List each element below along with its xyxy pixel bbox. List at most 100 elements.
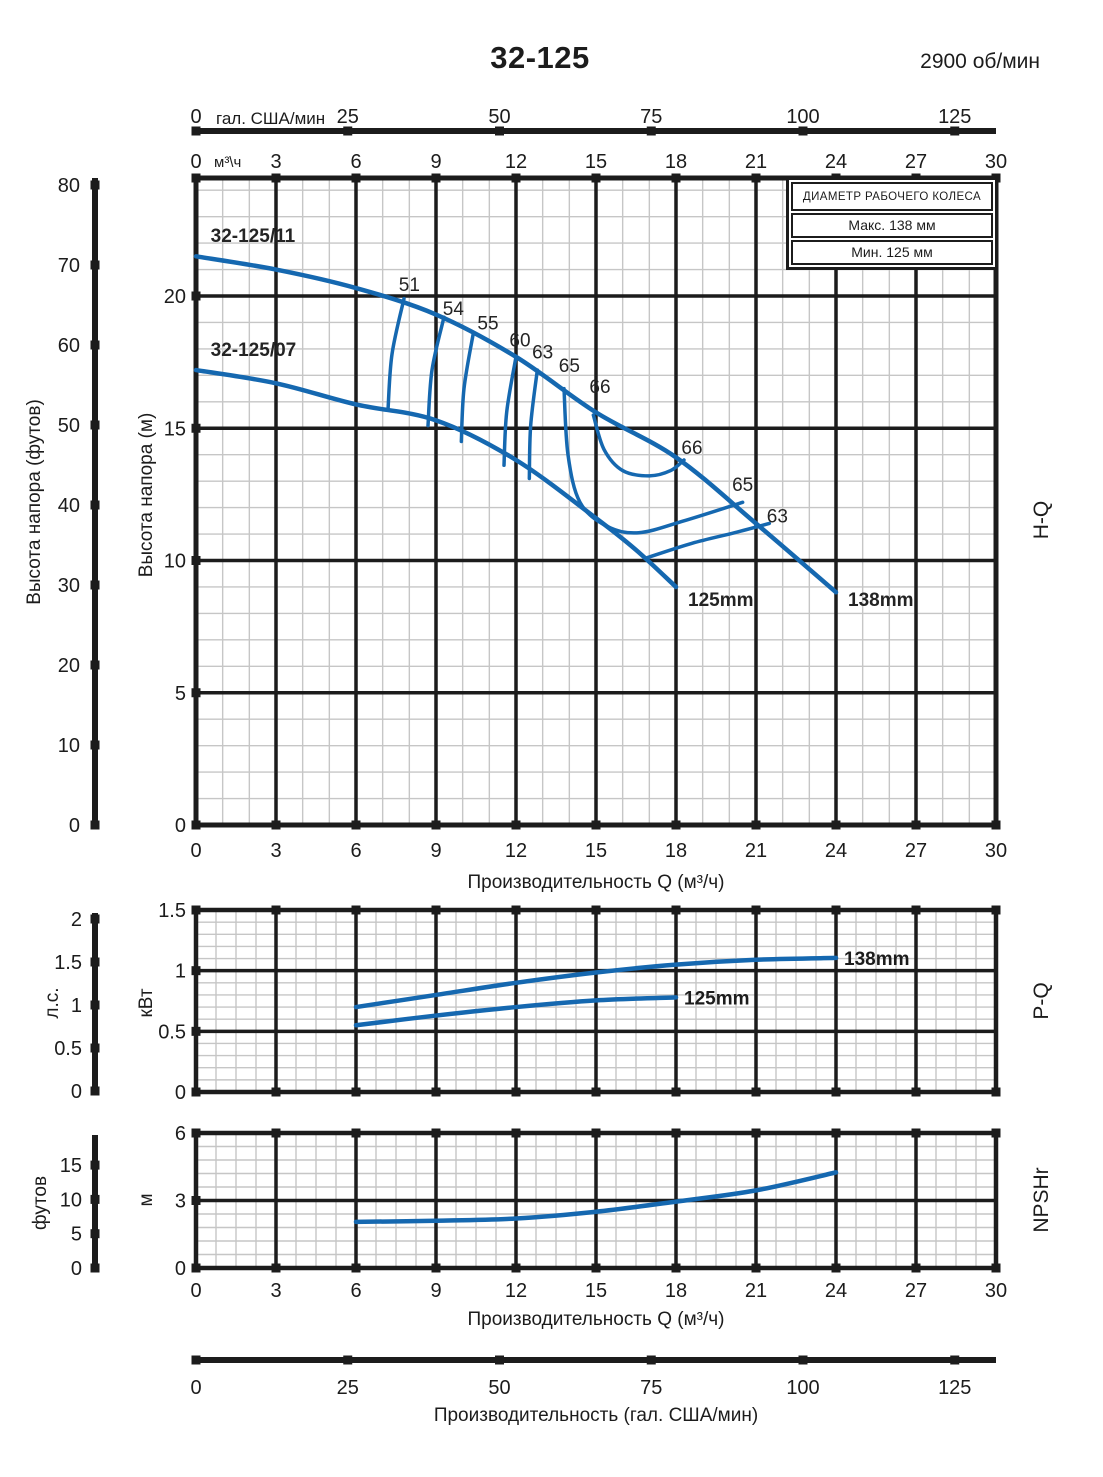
svg-text:100: 100 [786, 106, 819, 128]
gal-axis-bottom: 0 25 50 75 100 125 Производительность (гал. СШ… [190, 1355, 996, 1426]
svg-text:6: 6 [175, 1123, 186, 1145]
svg-text:0: 0 [175, 1258, 186, 1280]
gal-axis-top: 0 25 50 75 100 125 гал. США/мин [190, 106, 996, 136]
svg-text:3: 3 [270, 1280, 281, 1302]
page-title: 32-125 [490, 40, 590, 75]
svg-text:30: 30 [985, 151, 1007, 173]
svg-text:15: 15 [585, 151, 607, 173]
svg-text:Производительность Q (м³/ч): Производительность Q (м³/ч) [468, 872, 725, 893]
svg-text:0: 0 [190, 151, 201, 173]
svg-text:1: 1 [175, 961, 186, 983]
svg-text:25: 25 [337, 106, 359, 128]
svg-text:м: м [136, 1193, 157, 1206]
svg-text:63: 63 [767, 507, 788, 528]
svg-text:21: 21 [745, 1280, 767, 1302]
npshr-grid [191, 1128, 1001, 1273]
svg-text:50: 50 [58, 415, 80, 437]
svg-text:5: 5 [175, 683, 186, 705]
svg-text:125: 125 [938, 1377, 971, 1399]
svg-text:12: 12 [505, 151, 527, 173]
svg-text:25: 25 [337, 1377, 359, 1399]
svg-text:2: 2 [71, 909, 82, 931]
svg-text:3: 3 [270, 840, 281, 862]
legend-max-diameter: Макс. 138 мм [791, 213, 993, 238]
svg-text:Высота напора (футов): Высота напора (футов) [24, 399, 45, 605]
svg-text:9: 9 [430, 1280, 441, 1302]
svg-text:60: 60 [58, 335, 80, 357]
svg-text:70: 70 [58, 255, 80, 277]
svg-text:55: 55 [477, 313, 498, 334]
svg-text:6: 6 [350, 1280, 361, 1302]
svg-text:24: 24 [825, 840, 847, 862]
svg-text:9: 9 [430, 151, 441, 173]
svg-text:3: 3 [175, 1191, 186, 1213]
svg-text:65: 65 [732, 475, 753, 496]
svg-text:27: 27 [905, 840, 927, 862]
svg-text:0: 0 [71, 1081, 82, 1103]
svg-text:18: 18 [665, 151, 687, 173]
hp-axis-pq: 0 0.5 1 1.5 2 л.с. кВт 0 0.5 1 1.5 [42, 900, 186, 1104]
svg-text:30: 30 [985, 1280, 1007, 1302]
npshr-curve [353, 1170, 839, 1225]
svg-text:80: 80 [58, 175, 80, 197]
svg-text:0: 0 [190, 1280, 201, 1302]
svg-text:32-125/11: 32-125/11 [211, 226, 296, 247]
svg-text:6: 6 [350, 151, 361, 173]
svg-text:NPSHr: NPSHr [1030, 1167, 1053, 1232]
svg-text:5: 5 [71, 1224, 82, 1246]
svg-text:21: 21 [745, 151, 767, 173]
svg-text:15: 15 [585, 840, 607, 862]
svg-text:50: 50 [488, 106, 510, 128]
svg-text:1.5: 1.5 [158, 900, 186, 922]
svg-text:30: 30 [985, 840, 1007, 862]
svg-text:0: 0 [190, 840, 201, 862]
svg-text:H-Q: H-Q [1030, 501, 1053, 540]
svg-text:54: 54 [443, 299, 465, 320]
m3h-axis-top: 0 3 6 9 12 15 18 21 24 27 30 м³\ч [190, 151, 1007, 173]
svg-text:10: 10 [60, 1189, 82, 1211]
svg-text:15: 15 [164, 418, 186, 440]
svg-text:0: 0 [190, 1377, 201, 1399]
svg-text:10: 10 [58, 735, 80, 757]
pump-speed-label: 2900 об/мин [920, 50, 1040, 73]
svg-text:63: 63 [532, 343, 553, 364]
svg-text:75: 75 [640, 1377, 662, 1399]
hq-curve-labels: 32-125/1132-125/075154556063656666656312… [211, 226, 914, 611]
legend-title: ДИАМЕТР РАБОЧЕГО КОЛЕСА [791, 182, 993, 211]
svg-text:21: 21 [745, 840, 767, 862]
svg-text:1.5: 1.5 [54, 952, 82, 974]
svg-text:30: 30 [58, 575, 80, 597]
svg-text:40: 40 [58, 495, 80, 517]
svg-text:10: 10 [164, 551, 186, 573]
svg-text:32-125/07: 32-125/07 [211, 340, 297, 361]
svg-text:100: 100 [786, 1377, 819, 1399]
svg-text:138mm: 138mm [848, 590, 914, 611]
svg-text:л.с.: л.с. [42, 987, 63, 1018]
svg-text:66: 66 [589, 377, 610, 398]
svg-text:125mm: 125mm [688, 590, 754, 611]
svg-text:Производительность Q (м³/ч): Производительность Q (м³/ч) [468, 1309, 725, 1330]
svg-text:0: 0 [175, 815, 186, 837]
svg-text:75: 75 [640, 106, 662, 128]
svg-text:0: 0 [71, 1258, 82, 1280]
svg-text:0: 0 [190, 106, 201, 128]
npshr-x-axis-labels: 0 3 6 9 12 15 18 21 24 27 30 Производительность Q (… [190, 1280, 1007, 1330]
hq-x-axis-labels: 0 3 6 9 12 15 18 21 24 27 30 Производительность Q (… [190, 840, 1007, 893]
svg-text:0: 0 [69, 815, 80, 837]
svg-text:18: 18 [665, 840, 687, 862]
svg-text:125: 125 [938, 106, 971, 128]
svg-text:0.5: 0.5 [54, 1038, 82, 1060]
svg-text:20: 20 [164, 286, 186, 308]
svg-text:P-Q: P-Q [1030, 982, 1053, 1019]
svg-text:0.5: 0.5 [158, 1021, 186, 1043]
svg-text:20: 20 [58, 655, 80, 677]
svg-text:м³\ч: м³\ч [214, 154, 241, 171]
svg-text:9: 9 [430, 840, 441, 862]
svg-text:65: 65 [559, 356, 580, 377]
svg-text:3: 3 [270, 151, 281, 173]
svg-text:60: 60 [509, 331, 530, 352]
svg-text:15: 15 [60, 1155, 82, 1177]
